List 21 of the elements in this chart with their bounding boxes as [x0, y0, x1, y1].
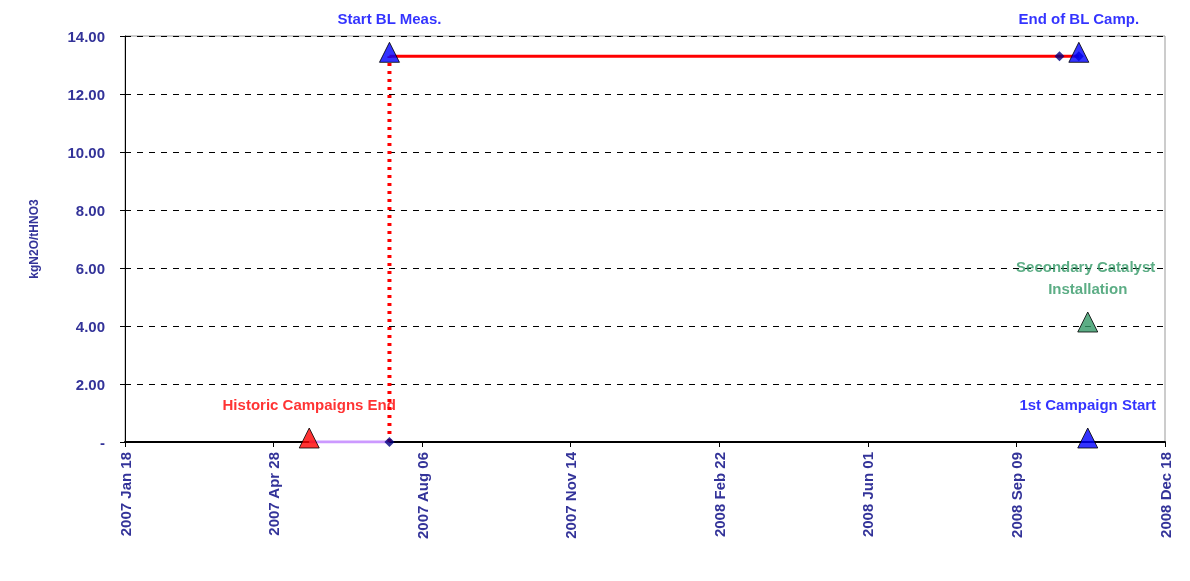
y-tick-label: 12.00 — [67, 85, 105, 103]
series-label: End of BL Camp. — [1018, 10, 1140, 28]
y-tick-label: 2.00 — [75, 375, 105, 393]
x-tick-label: 2007 Apr 28 — [265, 452, 283, 536]
text: Secondary Catalyst Installation — [1016, 258, 1160, 297]
x-tick-label: 2008 Feb 22 — [710, 452, 728, 538]
series-label: Start BL Meas. — [337, 10, 442, 28]
y-tick-label: 6.00 — [75, 259, 105, 277]
x-tick-label: 2008 Jun 01 — [859, 452, 877, 538]
x-tick-label: 2007 Aug 06 — [413, 452, 431, 539]
y-tick-label: - — [100, 433, 105, 451]
series-label: 1st Campaign Start — [1019, 396, 1157, 413]
y-tick-label: 4.00 — [75, 317, 105, 335]
y-tick-label: 14.00 — [67, 27, 105, 45]
x-tick-label: 2008 Sep 09 — [1007, 452, 1025, 538]
x-tick-label: 2007 Nov 14 — [562, 451, 580, 539]
y-axis-title: kgN2O/tHNO3 — [27, 199, 41, 279]
x-tick-label: 2007 Jan 18 — [116, 452, 134, 537]
y-tick-label: 10.00 — [67, 143, 105, 161]
y-tick-label: 8.00 — [75, 201, 105, 219]
x-tick-label: 2008 Dec 18 — [1156, 452, 1174, 538]
